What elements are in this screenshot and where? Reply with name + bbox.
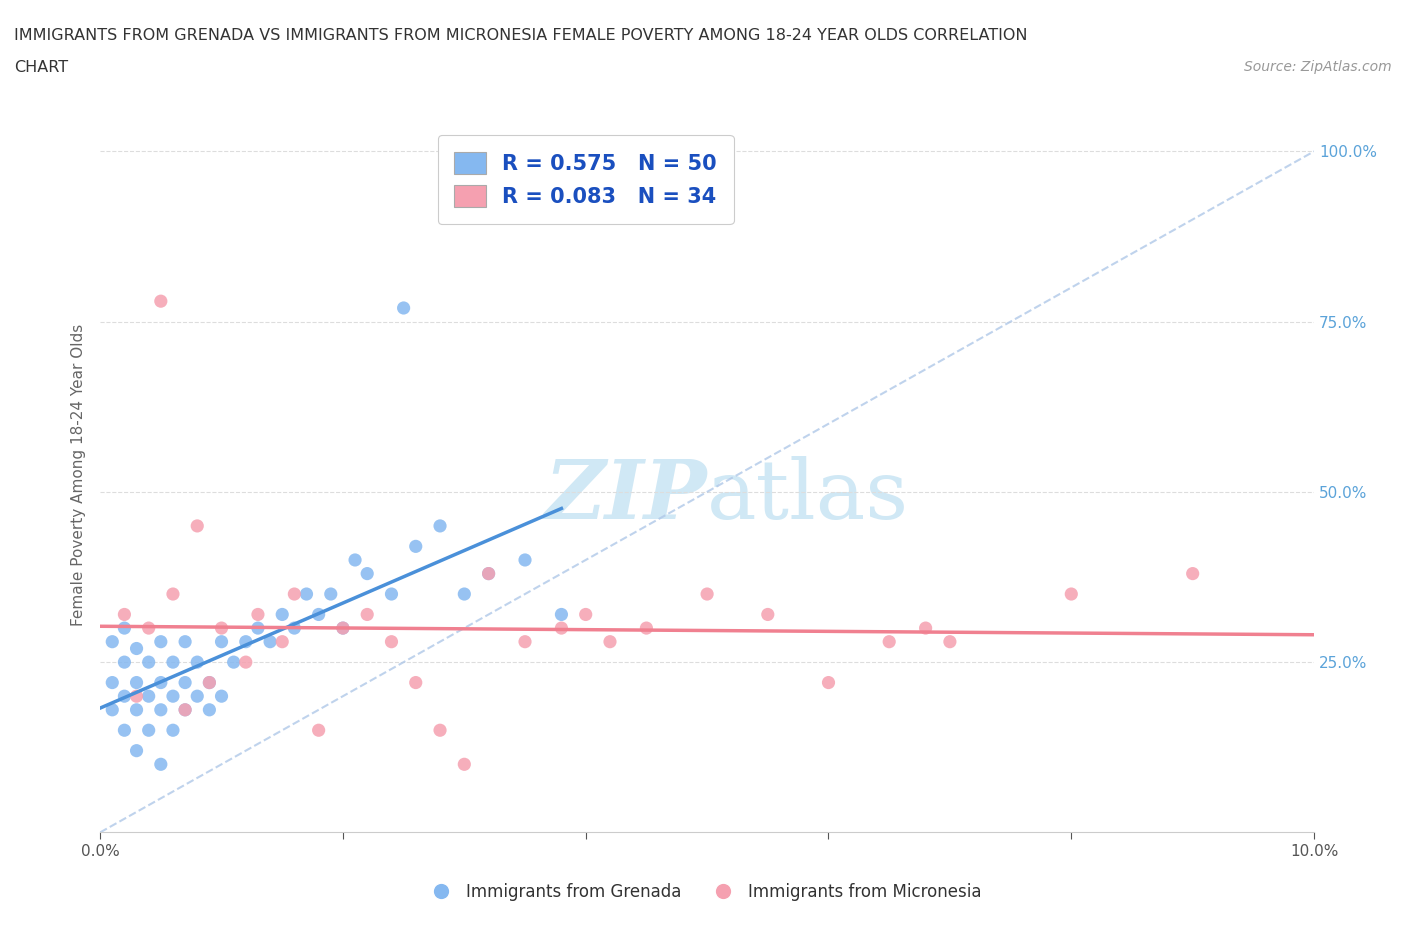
Point bbox=[174, 702, 197, 717]
Point bbox=[319, 587, 342, 602]
Point bbox=[356, 607, 378, 622]
Text: atlas: atlas bbox=[707, 457, 910, 537]
Point bbox=[235, 634, 257, 649]
Point bbox=[138, 655, 160, 670]
Point bbox=[1181, 566, 1204, 581]
Text: IMMIGRANTS FROM GRENADA VS IMMIGRANTS FROM MICRONESIA FEMALE POVERTY AMONG 18-24: IMMIGRANTS FROM GRENADA VS IMMIGRANTS FR… bbox=[14, 28, 1028, 43]
Point bbox=[149, 294, 172, 309]
Point bbox=[513, 552, 536, 567]
Text: CHART: CHART bbox=[14, 60, 67, 75]
Point bbox=[575, 607, 598, 622]
Point bbox=[429, 519, 451, 534]
Point bbox=[101, 634, 124, 649]
Point bbox=[125, 641, 148, 656]
Point bbox=[112, 723, 135, 737]
Point bbox=[356, 566, 378, 581]
Point bbox=[186, 519, 208, 534]
Point bbox=[112, 689, 135, 704]
Point bbox=[162, 587, 184, 602]
Point bbox=[138, 723, 160, 737]
Point bbox=[235, 655, 257, 670]
Point bbox=[308, 723, 330, 737]
Point bbox=[271, 634, 294, 649]
Point bbox=[198, 675, 221, 690]
Point bbox=[211, 620, 233, 635]
Point bbox=[138, 620, 160, 635]
Point bbox=[174, 675, 197, 690]
Point bbox=[453, 587, 475, 602]
Point bbox=[939, 634, 962, 649]
Legend: Immigrants from Grenada, Immigrants from Micronesia: Immigrants from Grenada, Immigrants from… bbox=[418, 876, 988, 908]
Point bbox=[259, 634, 281, 649]
Point bbox=[636, 620, 658, 635]
Point bbox=[478, 566, 501, 581]
Point bbox=[198, 702, 221, 717]
Point bbox=[283, 620, 305, 635]
Y-axis label: Female Poverty Among 18-24 Year Olds: Female Poverty Among 18-24 Year Olds bbox=[72, 324, 86, 626]
Point bbox=[877, 634, 900, 649]
Point bbox=[112, 607, 135, 622]
Point bbox=[599, 634, 621, 649]
Point bbox=[222, 655, 245, 670]
Point bbox=[138, 689, 160, 704]
Point bbox=[125, 702, 148, 717]
Point bbox=[186, 689, 208, 704]
Point bbox=[198, 675, 221, 690]
Point bbox=[211, 634, 233, 649]
Point bbox=[271, 607, 294, 622]
Point bbox=[332, 620, 354, 635]
Point bbox=[174, 634, 197, 649]
Text: ZIP: ZIP bbox=[544, 457, 707, 537]
Point bbox=[380, 587, 402, 602]
Point bbox=[453, 757, 475, 772]
Point bbox=[817, 675, 839, 690]
Point bbox=[186, 655, 208, 670]
Point bbox=[308, 607, 330, 622]
Point bbox=[246, 620, 269, 635]
Point bbox=[696, 587, 718, 602]
Point bbox=[149, 675, 172, 690]
Point bbox=[101, 675, 124, 690]
Point bbox=[429, 723, 451, 737]
Point bbox=[550, 620, 572, 635]
Point bbox=[405, 675, 427, 690]
Point bbox=[405, 538, 427, 553]
Point bbox=[344, 552, 367, 567]
Point bbox=[513, 634, 536, 649]
Point bbox=[550, 607, 572, 622]
Point bbox=[478, 566, 501, 581]
Legend: R = 0.575   N = 50, R = 0.083   N = 34: R = 0.575 N = 50, R = 0.083 N = 34 bbox=[437, 135, 734, 224]
Point bbox=[756, 607, 779, 622]
Point bbox=[125, 675, 148, 690]
Point bbox=[125, 689, 148, 704]
Point bbox=[174, 702, 197, 717]
Point bbox=[125, 743, 148, 758]
Point bbox=[380, 634, 402, 649]
Point bbox=[392, 300, 415, 315]
Point bbox=[101, 702, 124, 717]
Point bbox=[149, 757, 172, 772]
Text: Source: ZipAtlas.com: Source: ZipAtlas.com bbox=[1244, 60, 1392, 74]
Point bbox=[149, 702, 172, 717]
Point bbox=[162, 723, 184, 737]
Point bbox=[914, 620, 936, 635]
Point bbox=[162, 689, 184, 704]
Point bbox=[332, 620, 354, 635]
Point bbox=[295, 587, 318, 602]
Point bbox=[112, 655, 135, 670]
Point bbox=[1060, 587, 1083, 602]
Point bbox=[283, 587, 305, 602]
Point bbox=[162, 655, 184, 670]
Point bbox=[246, 607, 269, 622]
Point bbox=[149, 634, 172, 649]
Point bbox=[211, 689, 233, 704]
Point bbox=[112, 620, 135, 635]
